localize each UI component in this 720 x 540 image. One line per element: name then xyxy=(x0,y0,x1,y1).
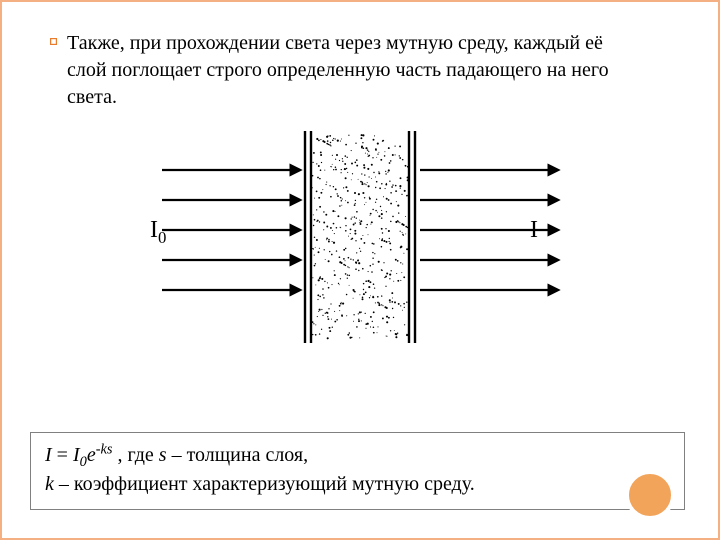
bullet-text: Также, при прохождении света через мутну… xyxy=(67,30,630,111)
bullet-marker-icon xyxy=(50,38,57,45)
bullet-item: Также, при прохождении света через мутну… xyxy=(50,30,630,111)
formula-box: I = I0e-ks , где s – толщина слоя, k – к… xyxy=(30,432,685,510)
sym-k: k xyxy=(45,473,54,495)
absorption-diagram: I0 I xyxy=(150,125,570,350)
sym-exp: -ks xyxy=(96,441,113,457)
sym-e: e xyxy=(87,444,96,466)
formula-line-2: k – коэффициент характеризующий мутную с… xyxy=(45,470,670,499)
decorative-circle xyxy=(625,470,675,520)
svg-text:I0: I0 xyxy=(150,217,166,247)
sym-I0: I0 xyxy=(73,444,87,466)
sym-s: s xyxy=(159,444,167,466)
sym-I: I xyxy=(45,444,52,466)
formula-line-1: I = I0e-ks , где s – толщина слоя, xyxy=(45,441,670,470)
svg-text:I: I xyxy=(530,217,538,243)
